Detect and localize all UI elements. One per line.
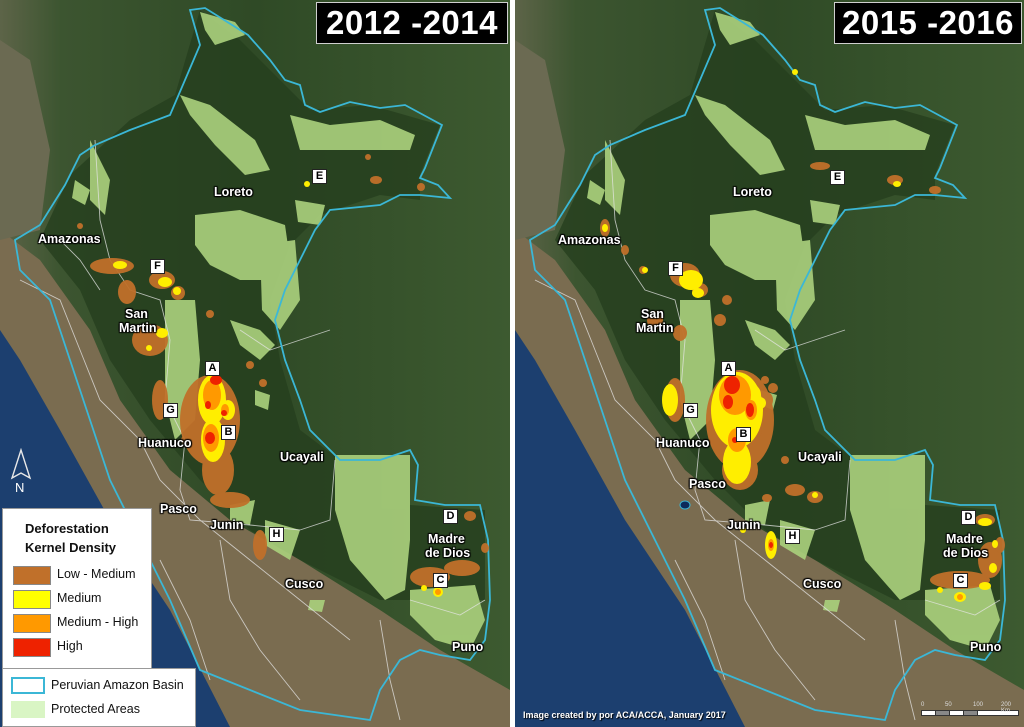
period-title: 2015 -2016 xyxy=(834,2,1022,44)
hotspot-marker-h: H xyxy=(785,529,800,544)
kernel-density-legend: Deforestation Kernel Density Low - Mediu… xyxy=(2,508,152,670)
protected-areas xyxy=(587,12,1000,650)
scale-bar: 0 50 100 200 Km xyxy=(921,702,1019,722)
region-label-madre-de-dios-line2: de Dios xyxy=(943,546,989,560)
hotspot-marker-b: B xyxy=(736,427,751,442)
map-panel-2015-2016: 2015 -2016 Loreto Amazonas San Martin Hu… xyxy=(515,0,1024,727)
region-label-san-martin-line1: San xyxy=(641,307,664,321)
legend-swatch xyxy=(13,638,51,657)
legend-title: Deforestation Kernel Density xyxy=(25,519,116,557)
map-panel-2012-2014: 2012 -2014 Loreto Amazonas San Martin Hu… xyxy=(0,0,510,727)
boundaries-legend: Peruvian Amazon Basin Protected Areas xyxy=(2,668,196,727)
hotspot-marker-e: E xyxy=(830,170,845,185)
hotspot-marker-b: B xyxy=(221,425,236,440)
hotspot-marker-e: E xyxy=(312,169,327,184)
legend-label: Peruvian Amazon Basin xyxy=(51,678,184,692)
satellite-map xyxy=(515,0,1024,727)
region-label-pasco: Pasco xyxy=(160,502,197,516)
legend-swatch xyxy=(11,701,45,718)
region-label-madre-de-dios-line1: Madre xyxy=(946,532,983,546)
region-label-madre-de-dios-line1: Madre xyxy=(428,532,465,546)
region-label-ucayali: Ucayali xyxy=(798,450,842,464)
region-label-cusco: Cusco xyxy=(803,577,842,591)
region-label-huanuco: Huanuco xyxy=(138,436,192,450)
hotspot-marker-c: C xyxy=(433,573,448,588)
scale-tick: 100 xyxy=(973,702,984,708)
amazon-basin-boundary xyxy=(529,7,1006,721)
region-label-san-martin-line2: Martin xyxy=(119,321,157,335)
region-label-amazonas: Amazonas xyxy=(38,232,101,246)
hotspot-marker-h: H xyxy=(269,527,284,542)
hotspot-marker-g: G xyxy=(683,403,698,418)
region-label-cusco: Cusco xyxy=(285,577,324,591)
region-label-puno: Puno xyxy=(970,640,1002,654)
region-label-ucayali: Ucayali xyxy=(280,450,324,464)
region-label-puno: Puno xyxy=(452,640,484,654)
region-label-junin: Junin xyxy=(210,518,244,532)
legend-label: High xyxy=(57,639,83,653)
hotspot-marker-f: F xyxy=(668,261,683,276)
region-label-madre-de-dios-line2: de Dios xyxy=(425,546,471,560)
image-credit: Image created by por ACA/ACCA, January 2… xyxy=(523,710,726,720)
amazon-basin-boundary xyxy=(14,7,491,721)
region-label-junin: Junin xyxy=(727,518,761,532)
north-label: N xyxy=(15,480,25,495)
hotspot-marker-a: A xyxy=(721,361,736,376)
hotspot-marker-c: C xyxy=(953,573,968,588)
hotspot-marker-g: G xyxy=(163,403,178,418)
north-arrow-icon xyxy=(10,447,32,480)
region-label-san-martin-line2: Martin xyxy=(636,321,674,335)
region-label-pasco: Pasco xyxy=(689,477,726,491)
hotspot-marker-a: A xyxy=(205,361,220,376)
deforestation-hotspots xyxy=(600,69,1005,602)
legend-title-line2: Kernel Density xyxy=(25,540,117,555)
region-label-amazonas: Amazonas xyxy=(558,233,621,247)
scale-tick: 200 Km xyxy=(1001,702,1012,714)
legend-title-line1: Deforestation xyxy=(25,521,109,536)
region-label-san-martin-line1: San xyxy=(125,307,148,321)
period-title: 2012 -2014 xyxy=(316,2,508,44)
legend-label: Protected Areas xyxy=(51,702,140,716)
scale-segment xyxy=(977,710,1019,716)
legend-swatch xyxy=(13,614,51,633)
region-label-loreto: Loreto xyxy=(733,185,772,199)
hotspot-marker-d: D xyxy=(443,509,458,524)
hotspot-marker-f: F xyxy=(150,259,165,274)
legend-label: Medium xyxy=(57,591,102,605)
legend-label: Medium - High xyxy=(57,615,139,629)
deforestation-hotspots xyxy=(77,154,489,597)
scale-tick: 0 xyxy=(921,702,925,708)
hotspot-marker-d: D xyxy=(961,510,976,525)
north-arrow: N xyxy=(8,447,34,495)
region-label-loreto: Loreto xyxy=(214,185,253,199)
legend-swatch xyxy=(11,677,45,694)
legend-swatch xyxy=(13,566,51,585)
legend-label: Low - Medium xyxy=(57,567,136,581)
scale-tick: 50 xyxy=(945,702,952,708)
region-label-huanuco: Huanuco xyxy=(656,436,710,450)
legend-swatch xyxy=(13,590,51,609)
